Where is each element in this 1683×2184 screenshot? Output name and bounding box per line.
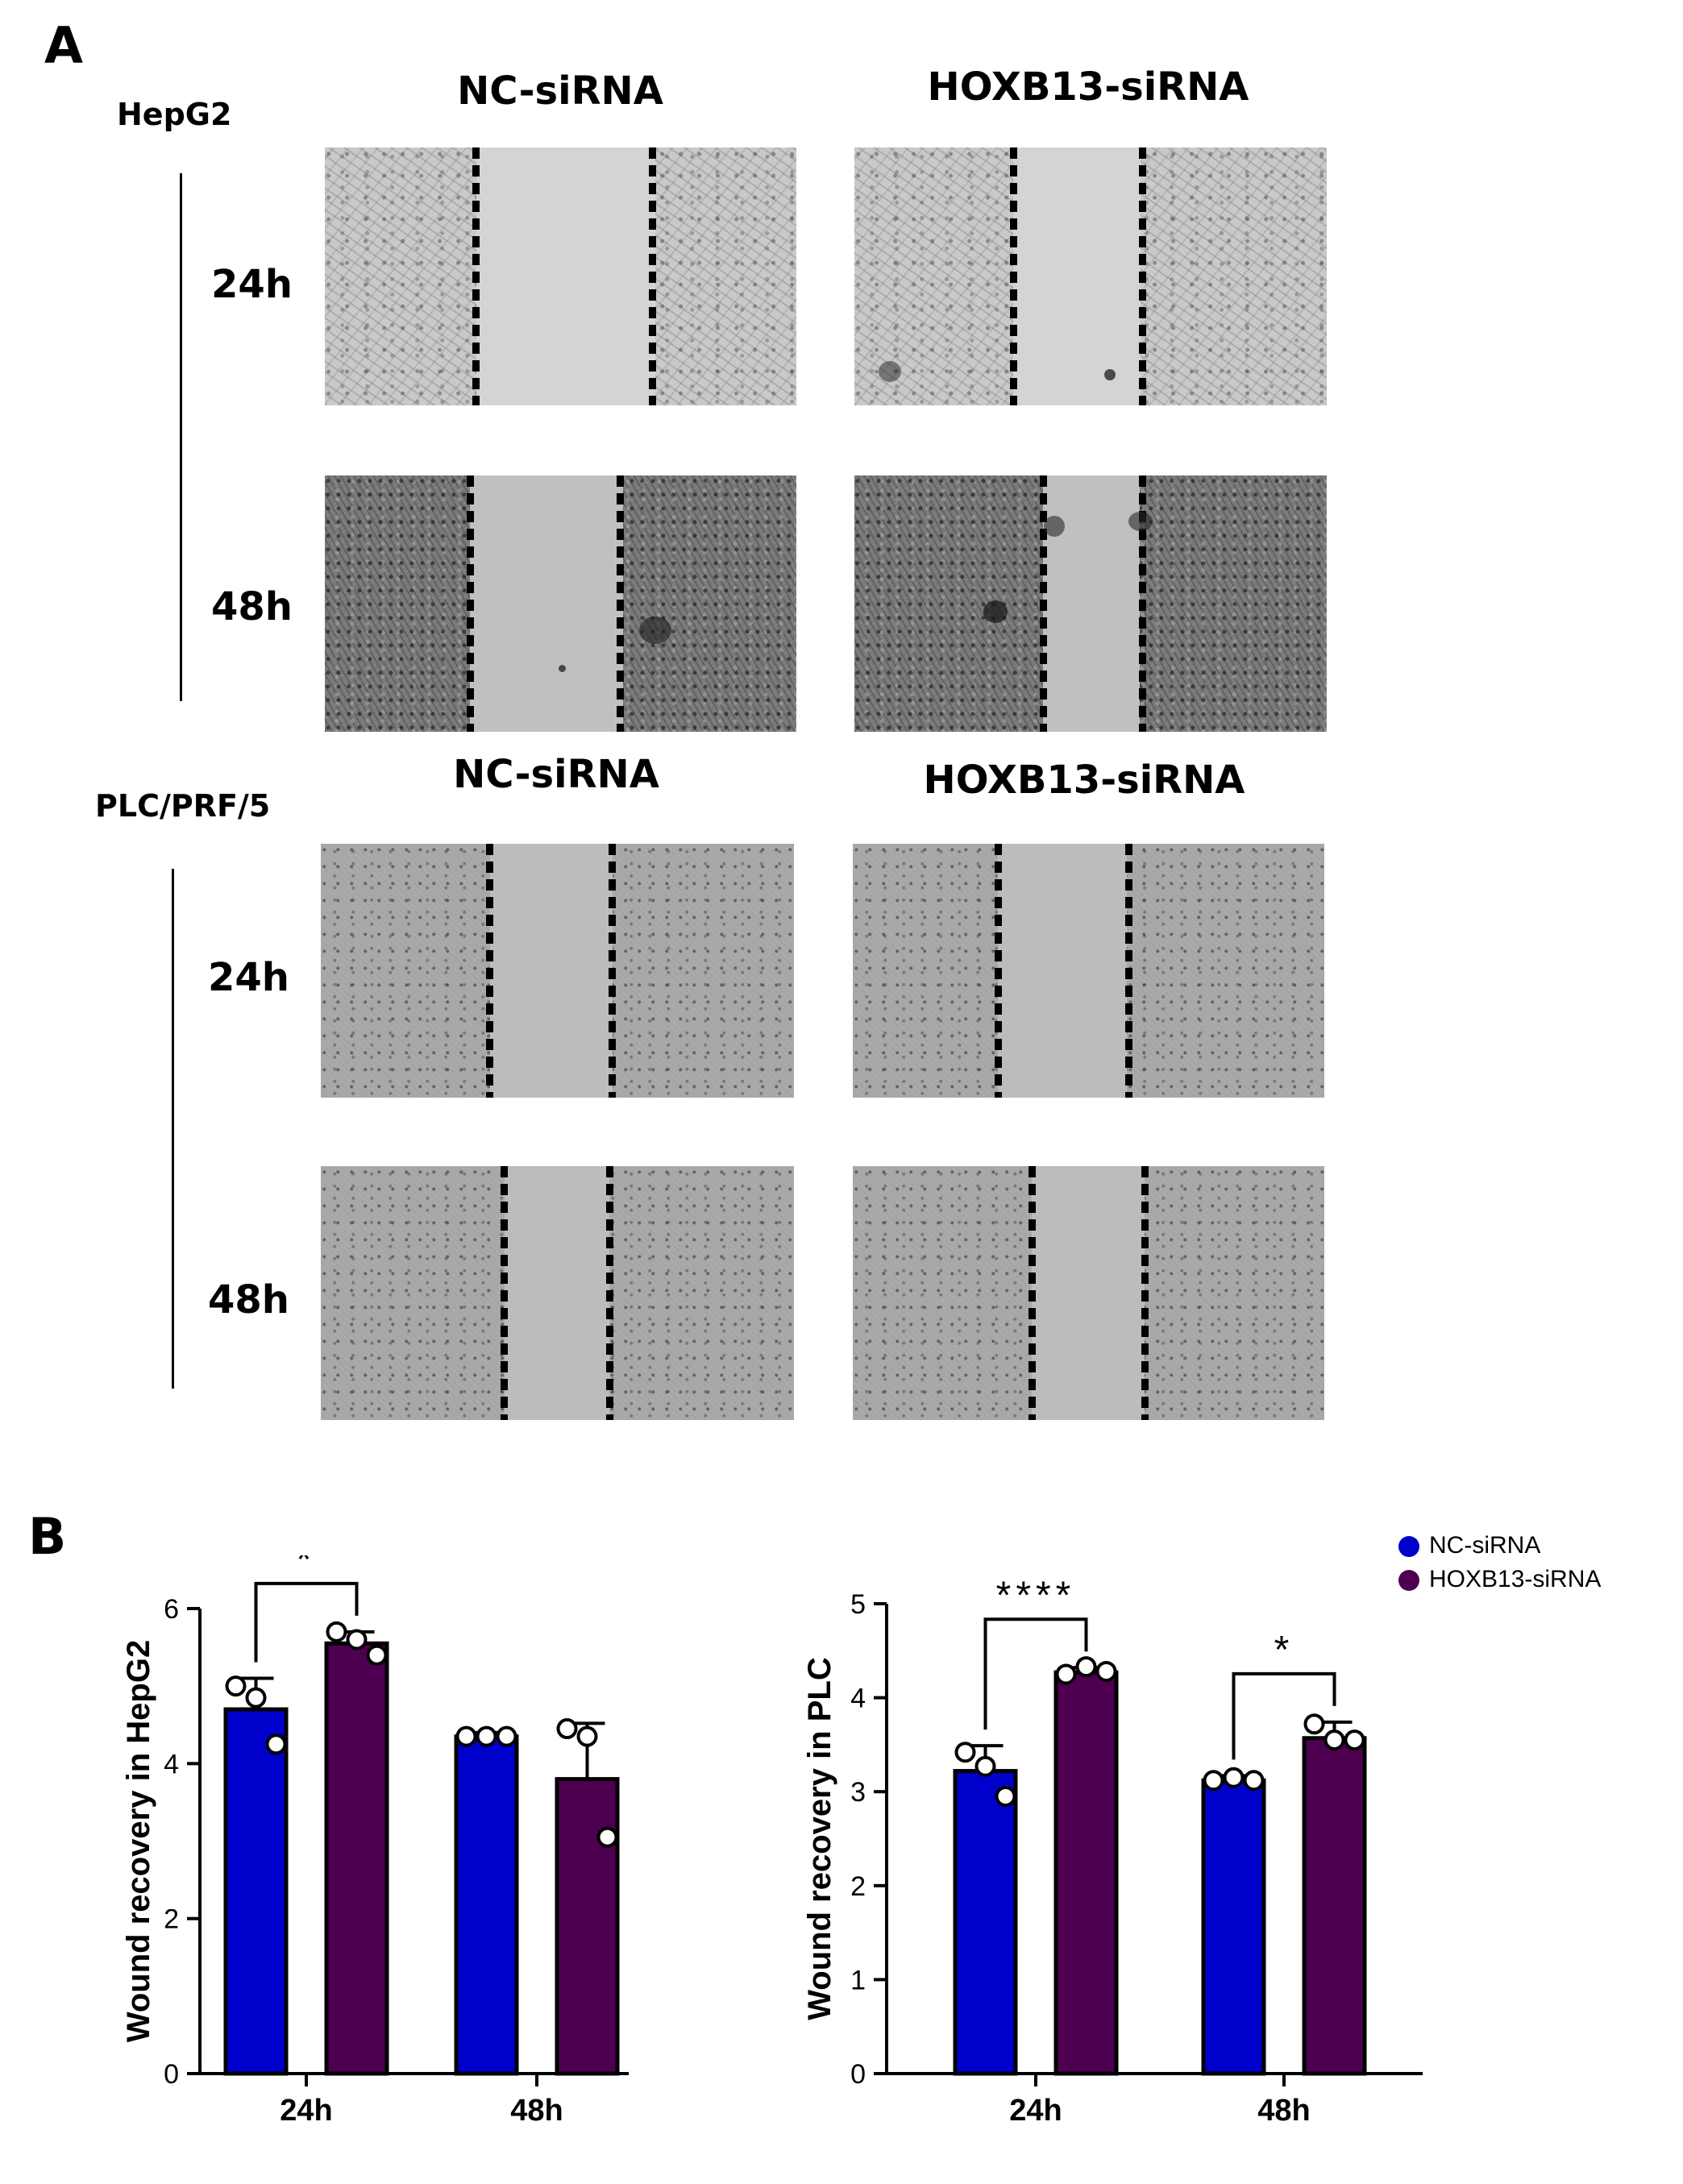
micrograph-hepg2-24h-hoxb13 <box>854 147 1327 405</box>
panel-a-label: A <box>44 16 83 75</box>
data-point <box>1243 1770 1265 1792</box>
data-point <box>366 1644 388 1666</box>
bar <box>223 1707 289 2076</box>
y-axis-label: Wound recovery in PLC <box>802 1657 837 2020</box>
x-tick-label: 48h <box>510 2094 563 2128</box>
data-point <box>455 1725 477 1747</box>
data-point <box>995 1786 1016 1808</box>
data-point <box>974 1755 996 1777</box>
data-point <box>265 1733 287 1755</box>
y-tick-label: 2 <box>850 1871 866 1902</box>
y-tick-label: 4 <box>164 1749 179 1779</box>
plc-24h-label: 24h <box>208 955 289 1000</box>
data-point <box>1303 1713 1325 1735</box>
significance-bracket <box>254 1581 359 1663</box>
data-point <box>1095 1660 1117 1682</box>
micrograph-plc-48h-hoxb13 <box>853 1166 1324 1420</box>
data-point <box>225 1675 247 1697</box>
plc-bracket-line <box>172 869 174 1389</box>
hepg2-hoxb13-heading: HOXB13-siRNA <box>927 64 1249 110</box>
significance-bracket <box>1232 1671 1336 1760</box>
legend-label-nc: NC-siRNA <box>1429 1532 1541 1559</box>
hepg2-nc-heading: NC-siRNA <box>457 69 663 114</box>
hepg2-bracket-line <box>180 173 182 701</box>
significance-label: * <box>1274 1629 1294 1671</box>
bar <box>1201 1778 1266 2076</box>
data-point <box>326 1621 347 1642</box>
bar <box>555 1777 620 2076</box>
legend-label-hoxb13: HOXB13-siRNA <box>1429 1566 1602 1592</box>
hepg2-48h-label: 48h <box>211 584 293 629</box>
y-tick-label: 0 <box>850 2059 866 2090</box>
plc-hoxb13-heading: HOXB13-siRNA <box>923 758 1245 803</box>
hepg2-label: HepG2 <box>117 97 232 132</box>
hepg2-24h-label: 24h <box>211 262 293 307</box>
data-point <box>476 1725 497 1747</box>
data-point <box>1203 1770 1224 1792</box>
data-point <box>1075 1656 1097 1678</box>
bar <box>953 1769 1018 2076</box>
legend-item: HOXB13-siRNA <box>1398 1563 1673 1596</box>
bar <box>454 1734 519 2076</box>
y-tick-label: 0 <box>164 2059 179 2090</box>
panel-b-label: B <box>28 1507 67 1566</box>
data-point <box>1055 1663 1077 1685</box>
y-tick-label: 4 <box>850 1684 866 1714</box>
plc-label: PLC/PRF/5 <box>95 788 271 824</box>
legend-swatch-hoxb13 <box>1398 1570 1419 1591</box>
data-point <box>596 1826 618 1848</box>
data-point <box>1324 1729 1345 1751</box>
y-tick-label: 5 <box>850 1589 866 1620</box>
y-tick-label: 1 <box>850 1965 866 1995</box>
micrograph-hepg2-48h-nc <box>325 475 796 732</box>
data-point <box>576 1725 598 1747</box>
legend: NC-siRNA HOXB13-siRNA <box>1398 1530 1673 1602</box>
data-point <box>496 1725 517 1747</box>
plc-48h-label: 48h <box>208 1277 289 1322</box>
legend-item: NC-siRNA <box>1398 1530 1673 1562</box>
chart-hepg2: 0 2 4 6 Wound recovery in HepG2 24h * 48h <box>121 1555 629 2128</box>
y-tick-label: 2 <box>164 1904 179 1935</box>
bar <box>324 1641 389 2076</box>
x-tick-label: 24h <box>1009 2094 1062 2128</box>
data-point <box>954 1742 976 1763</box>
y-tick-label: 6 <box>164 1594 179 1625</box>
significance-label: **** <box>996 1574 1076 1617</box>
chart-plc: 0 1 2 3 4 5 Wound recovery in PLC 24h **** 48h * <box>802 1574 1423 2128</box>
micrograph-plc-24h-nc <box>321 844 794 1098</box>
data-point <box>556 1718 578 1740</box>
data-point <box>346 1629 368 1650</box>
x-tick-label: 48h <box>1257 2094 1310 2128</box>
y-tick-label: 3 <box>850 1777 866 1808</box>
micrograph-hepg2-24h-nc <box>325 147 796 405</box>
data-point <box>245 1687 267 1709</box>
legend-swatch-nc <box>1398 1536 1419 1557</box>
data-point <box>1223 1767 1245 1788</box>
y-axis-label: Wound recovery in HepG2 <box>121 1640 156 2042</box>
bar <box>1053 1670 1119 2076</box>
plc-nc-heading: NC-siRNA <box>453 752 659 797</box>
significance-bracket <box>983 1617 1088 1730</box>
micrograph-plc-24h-hoxb13 <box>853 844 1324 1098</box>
micrograph-plc-48h-nc <box>321 1166 794 1420</box>
micrograph-hepg2-48h-hoxb13 <box>854 475 1327 732</box>
x-tick-label: 24h <box>280 2094 332 2128</box>
significance-label: * <box>297 1555 317 1581</box>
bar <box>1302 1736 1367 2076</box>
data-point <box>1344 1729 1365 1751</box>
